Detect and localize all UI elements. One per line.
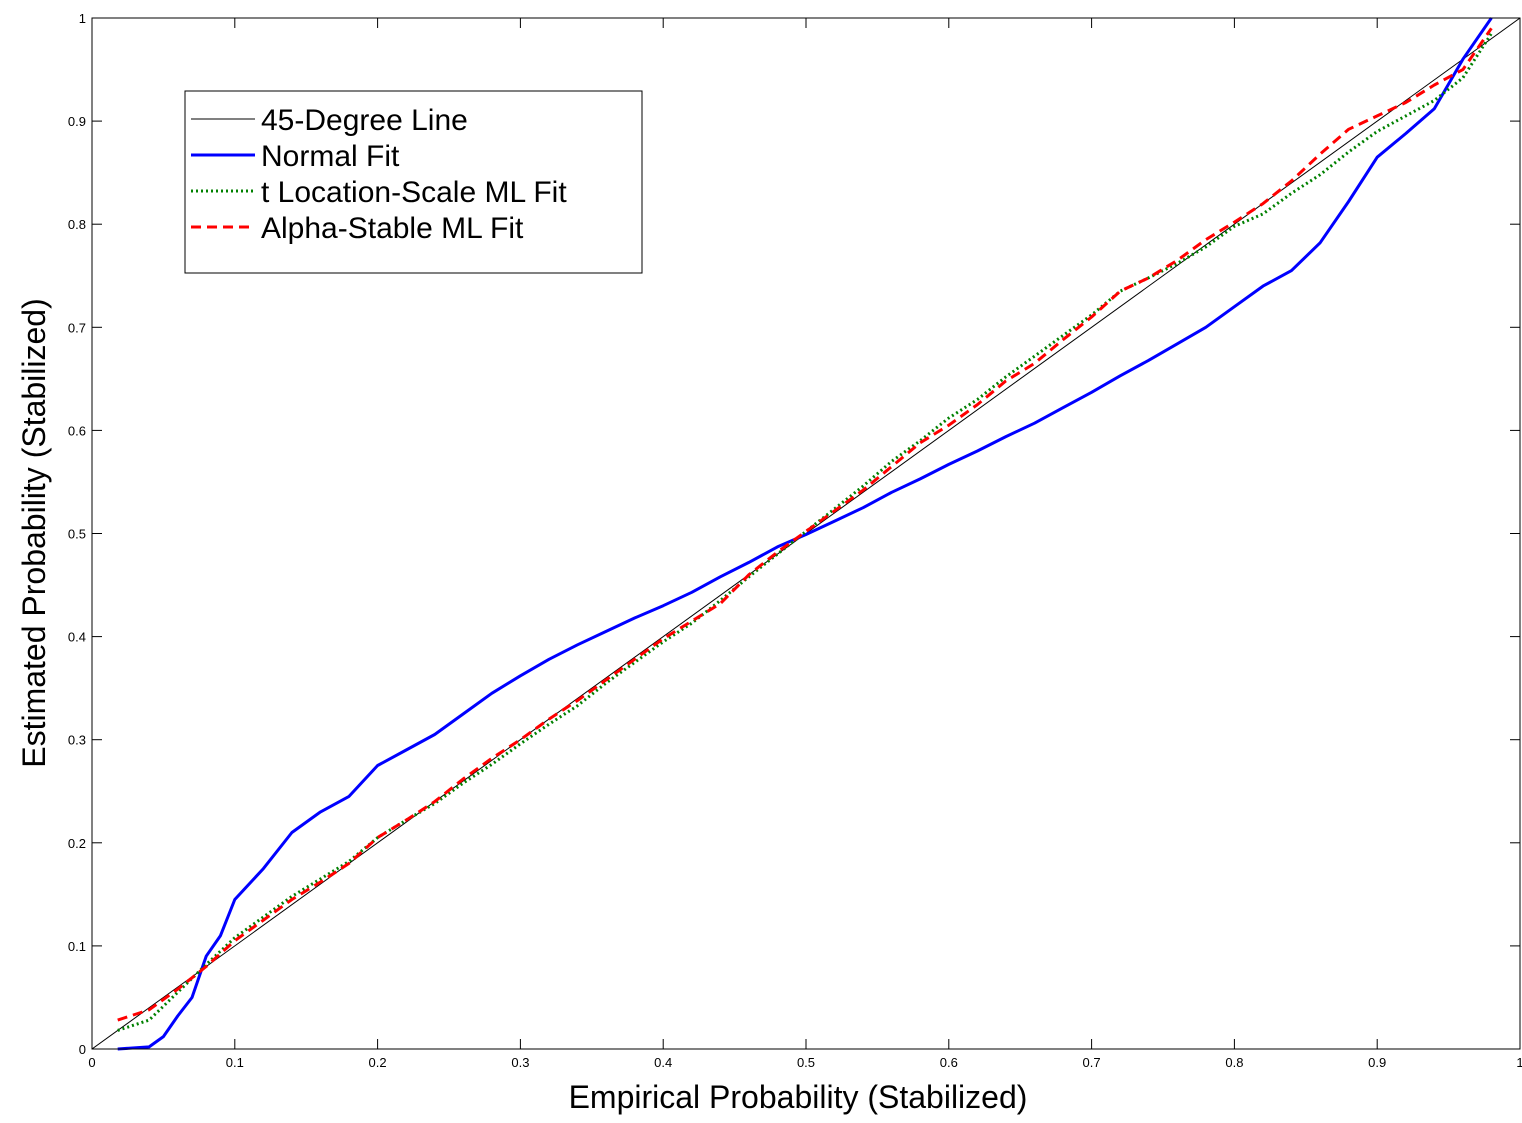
x-tick-label: 0 (88, 1055, 95, 1070)
y-tick-label: 0.6 (68, 423, 86, 438)
y-tick-label: 0.9 (68, 114, 86, 129)
x-tick-label: 0.4 (654, 1055, 672, 1070)
y-tick-label: 0.2 (68, 836, 86, 851)
y-tick-label: 0.1 (68, 939, 86, 954)
series-line-4 (117, 27, 1493, 1022)
series-line-2 (117, 17, 1493, 1051)
y-tick-label: 1 (79, 11, 86, 26)
x-tick-label: 0.1 (226, 1055, 244, 1070)
x-tick-label: 0.7 (1083, 1055, 1101, 1070)
x-tick-label: 0.5 (797, 1055, 815, 1070)
x-tick-label: 0.9 (1368, 1055, 1386, 1070)
axes: 0 0.1 0.2 0.3 0.4 0.5 0.6 0.7 0.8 0.9 1 0 0.1 0.2 0.3 0… (68, 11, 1522, 1070)
y-tick-label: 0.5 (68, 527, 86, 542)
legend-label: Normal Fit (261, 140, 400, 173)
y-tick-label: 0.8 (68, 217, 86, 232)
y-tick-label: 0 (79, 1042, 86, 1057)
x-tick-label: 0.3 (511, 1055, 529, 1070)
plot-lines (92, 17, 1520, 1051)
x-tick-label: 0.2 (369, 1055, 387, 1070)
x-tick-label: 1 (1516, 1055, 1522, 1070)
y-tick-label: 0.7 (68, 320, 86, 335)
legend-label: Alpha-Stable ML Fit (261, 212, 524, 245)
x-axis-label: Empirical Probability (Stabilized) (569, 1079, 1028, 1115)
y-tick-label: 0.4 (68, 630, 86, 645)
x-tick-label: 0.6 (940, 1055, 958, 1070)
y-axis-label: Estimated Probability (Stabilized) (16, 298, 52, 768)
legend-label: t Location-Scale ML Fit (261, 176, 567, 209)
y-tick-label: 0.3 (68, 733, 86, 748)
legend-label: 45-Degree Line (261, 104, 468, 137)
legend-box (184, 90, 643, 274)
x-tick-label: 0.8 (1225, 1055, 1243, 1070)
